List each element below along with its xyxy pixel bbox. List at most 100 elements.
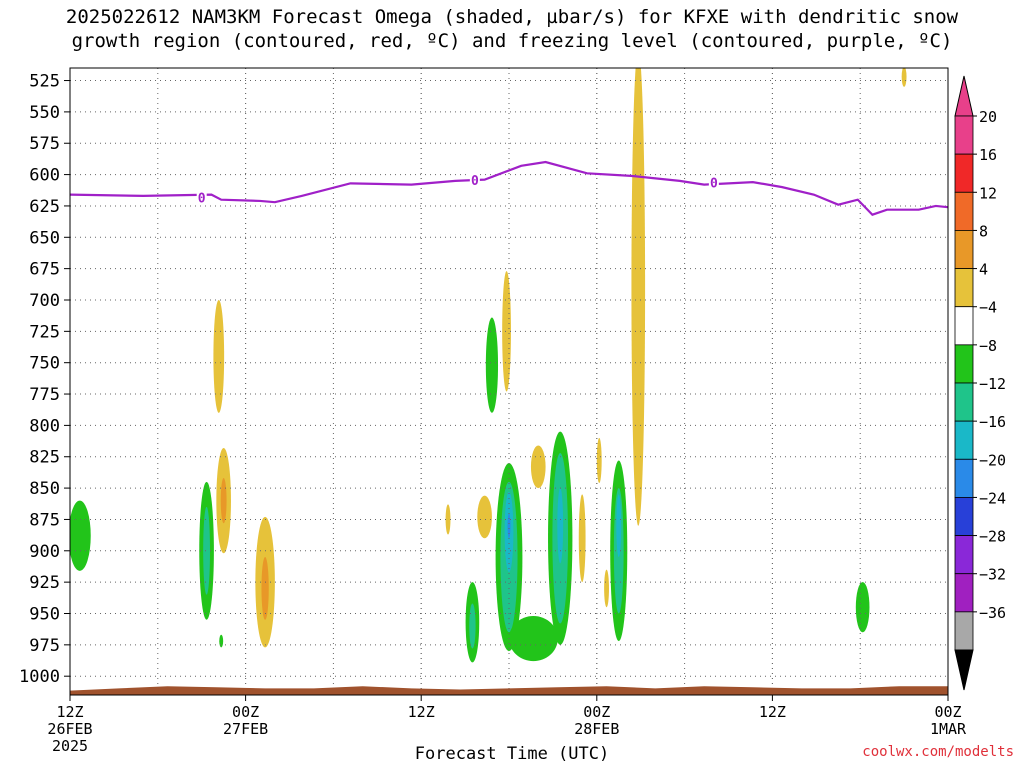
colorbar-label: −12 [979,375,1006,393]
colorbar-label: −36 [979,604,1006,622]
omega-area-25 [596,437,602,484]
colorbar-label: −24 [979,489,1006,507]
x-tick-label: 2025 [52,737,88,755]
y-tick-label: 925 [29,573,60,593]
colorbar-label: 4 [979,261,988,279]
x-tick-label: 26FEB [47,720,92,738]
x-tick-label: 1MAR [930,720,967,738]
x-tick-label: 27FEB [223,720,268,738]
freezing-level-line [69,160,949,216]
y-tick-label: 600 [29,166,60,186]
omega-area-3 [220,478,227,524]
colorbar-bin [954,573,974,613]
x-tick-label: 12Z [408,703,435,721]
omega-area-29 [616,494,622,558]
colorbar-bin [954,268,974,308]
surface-terrain [70,686,948,695]
omega-area-8 [261,557,269,620]
omega-area-26 [604,569,609,608]
omega-area-0 [70,500,91,571]
colorbar-bin [954,382,974,422]
colorbar-label: −16 [979,413,1006,431]
colorbar-bin [954,497,974,536]
omega-shading [70,68,907,663]
omega-area-12 [477,495,492,539]
freezing-level-label: 0 [471,174,479,189]
colorbar-label: 8 [979,222,988,240]
chart-title-line-1: 2025022612 NAM3KM Forecast Omega (shaded… [65,6,959,28]
colorbar-label: −4 [979,299,997,317]
y-tick-label: 850 [29,479,60,499]
omega-area-9 [445,504,451,535]
freezing-level-label-bg [196,190,207,205]
colorbar-bin [954,420,974,460]
colorbar-bin [954,191,974,231]
y-tick-label: 950 [29,604,60,624]
omega-area-5 [203,506,210,595]
colorbar-label: −28 [979,528,1006,546]
x-tick-label: 00Z [934,703,961,721]
colorbar-bin [954,230,974,269]
freezing-level-label: 0 [198,191,206,206]
y-tick-label: 875 [29,510,60,530]
y-tick-label: 825 [29,448,60,468]
x-tick-label: 28FEB [574,720,619,738]
colorbar-label: 16 [979,146,997,164]
colorbar-bin [954,153,974,193]
colorbar: 20 16 12 8 4 −4 −8 −12 −16 −20 −24 −28 −32 −36 [954,75,1006,691]
colorbar-under-triangle [954,649,974,691]
y-tick-label: 550 [29,103,60,123]
y-tick-label: 625 [29,197,60,217]
y-tick-label: 1000 [19,667,60,687]
surface-ground [70,686,948,695]
omega-area-14 [502,271,511,392]
x-axis-label: Forecast Time (UTC) [414,744,610,764]
x-tick-label: 00Z [232,703,259,721]
x-tick-label: 12Z [759,703,786,721]
y-tick-label: 700 [29,291,60,311]
y-tick-label: 975 [29,636,60,656]
colorbar-bin [954,306,974,346]
colorbar-bin [954,458,974,498]
omega-area-11 [469,603,476,649]
y-tick-label: 725 [29,322,60,342]
x-tick-label: 00Z [583,703,610,721]
y-tick-label: 525 [29,72,60,92]
colorbar-bin [954,611,974,651]
y-tick-label: 900 [29,542,60,562]
omega-area-23 [557,488,564,564]
freezing-level-label-bg [469,172,480,187]
omega-area-13 [485,317,499,413]
omega-area-24 [578,494,586,583]
x-tick-label: 12Z [56,703,83,721]
omega-area-6 [219,634,224,648]
credit-link[interactable]: coolwx.com/modelts [862,744,1014,760]
freezing-level-label-bg [708,175,719,190]
omega-area-32 [901,68,907,87]
colorbar-over-triangle [954,75,974,117]
colorbar-label: −8 [979,337,997,355]
colorbar-label: 12 [979,184,997,202]
omega-area-18 [507,513,511,539]
colorbar-bin [954,115,974,155]
y-tick-label: 775 [29,385,60,405]
y-axis: 525 550 575 600 625 650 675 700 725 750 775 800 825 8… [19,72,70,687]
freezing-level-contour: 0 0 0 [69,160,949,216]
y-tick-label: 750 [29,354,60,374]
colorbar-label: −32 [979,566,1006,584]
y-tick-label: 650 [29,228,60,248]
plot-frame [69,67,949,696]
colorbar-bin [954,344,974,384]
omega-area-20 [509,615,558,662]
omega-area-1 [213,299,225,413]
y-tick-label: 675 [29,260,60,280]
colorbar-label: 20 [979,108,997,126]
y-tick-label: 575 [29,134,60,154]
omega-area-30 [631,68,646,526]
colorbar-bin [954,535,974,575]
omega-area-19 [530,445,546,489]
freezing-level-label: 0 [710,176,718,191]
colorbar-label: −20 [979,451,1006,469]
